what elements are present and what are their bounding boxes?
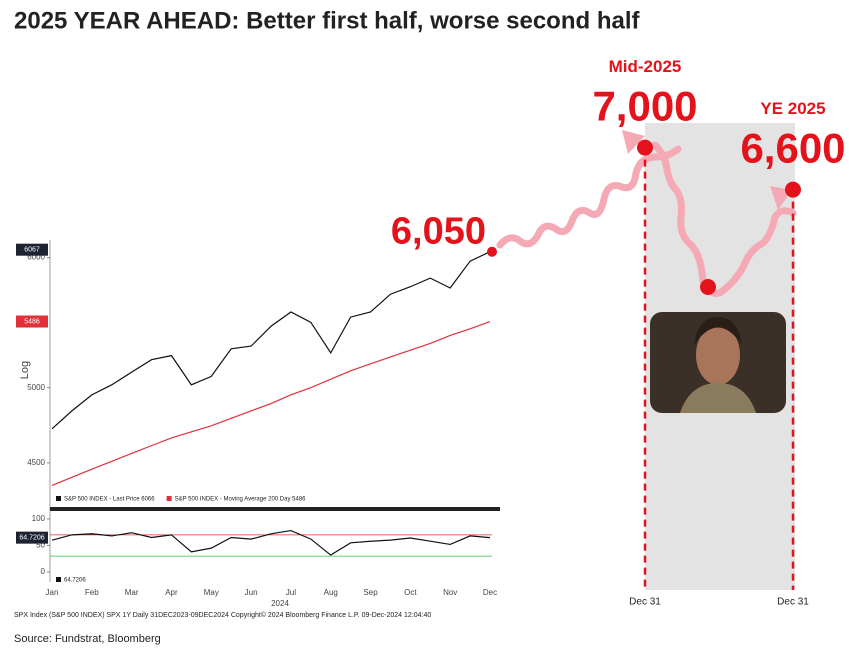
legend-swatch — [166, 496, 172, 501]
forecast-title: Mid-2025 — [609, 57, 682, 76]
forecast-title: YE 2025 — [760, 99, 825, 118]
forecast-point — [637, 139, 653, 156]
forecast-date: Dec 31 — [777, 597, 809, 608]
photo-shirt — [680, 383, 756, 413]
x-tick-label: Aug — [324, 588, 338, 597]
footer: SPX Index (S&P 500 INDEX) SPX 1Y Daily 3… — [14, 611, 431, 619]
legend-swatch — [56, 496, 61, 501]
forecast-point — [487, 246, 497, 257]
series-line — [51, 320, 491, 486]
x-tick-label: Jun — [245, 588, 258, 597]
last-value-label: 5486 — [24, 318, 40, 325]
forecast-label: 7,000 — [592, 83, 697, 130]
rsi-tick-label: 50 — [36, 541, 45, 550]
photo-face — [696, 325, 740, 385]
y-axis-label: Log — [19, 361, 31, 379]
rsi-tick-label: 100 — [32, 514, 46, 523]
x-tick-label: Sep — [363, 588, 378, 597]
legend-label: S&P 500 INDEX - Last Price 6066 — [64, 497, 155, 503]
forecast-label: 6,050 — [391, 211, 486, 253]
photo — [650, 312, 786, 413]
y-tick-label: 4500 — [27, 458, 45, 467]
x-tick-label: May — [204, 588, 219, 597]
forecast-label: 6,600 — [740, 125, 845, 172]
x-tick-label: Mar — [125, 588, 139, 597]
legend-swatch — [56, 577, 61, 582]
slide-title: 2025 YEAR AHEAD: Better first half, wors… — [14, 7, 641, 34]
x-tick-label: Apr — [165, 588, 178, 597]
y-tick-label: 6000 — [27, 253, 45, 262]
series-line — [51, 251, 491, 430]
y-tick-label: 5000 — [27, 383, 45, 392]
last-value-label: 64.7206 — [19, 534, 44, 541]
x-tick-label: Oct — [404, 588, 417, 597]
legend-label: S&P 500 INDEX - Moving Average 200 Day 5… — [175, 497, 307, 503]
last-value-box — [16, 531, 48, 544]
x-tick-label: Dec — [483, 588, 497, 597]
x-tick-label: Jul — [286, 588, 296, 597]
arrowhead — [622, 130, 645, 154]
x-tick-label: Nov — [443, 588, 457, 597]
last-value-label: 6067 — [24, 247, 40, 254]
last-value-box — [16, 243, 48, 256]
dip-point — [700, 279, 716, 295]
x-tick-label: Jan — [46, 588, 59, 597]
forecast-date: Dec 31 — [629, 597, 661, 608]
x-tick-label: Feb — [85, 588, 99, 597]
forecast-point — [785, 181, 801, 198]
legend-label: 64.7206 — [64, 578, 86, 584]
arrow-up — [496, 145, 682, 249]
panel-divider — [50, 507, 500, 511]
rsi-tick-label: 0 — [41, 567, 46, 576]
photo-hair — [694, 317, 742, 345]
x-axis-label: 2024 — [271, 599, 289, 608]
series-line — [51, 529, 491, 556]
last-value-box — [16, 315, 48, 328]
source: Source: Fundstrat, Bloomberg — [14, 633, 161, 645]
